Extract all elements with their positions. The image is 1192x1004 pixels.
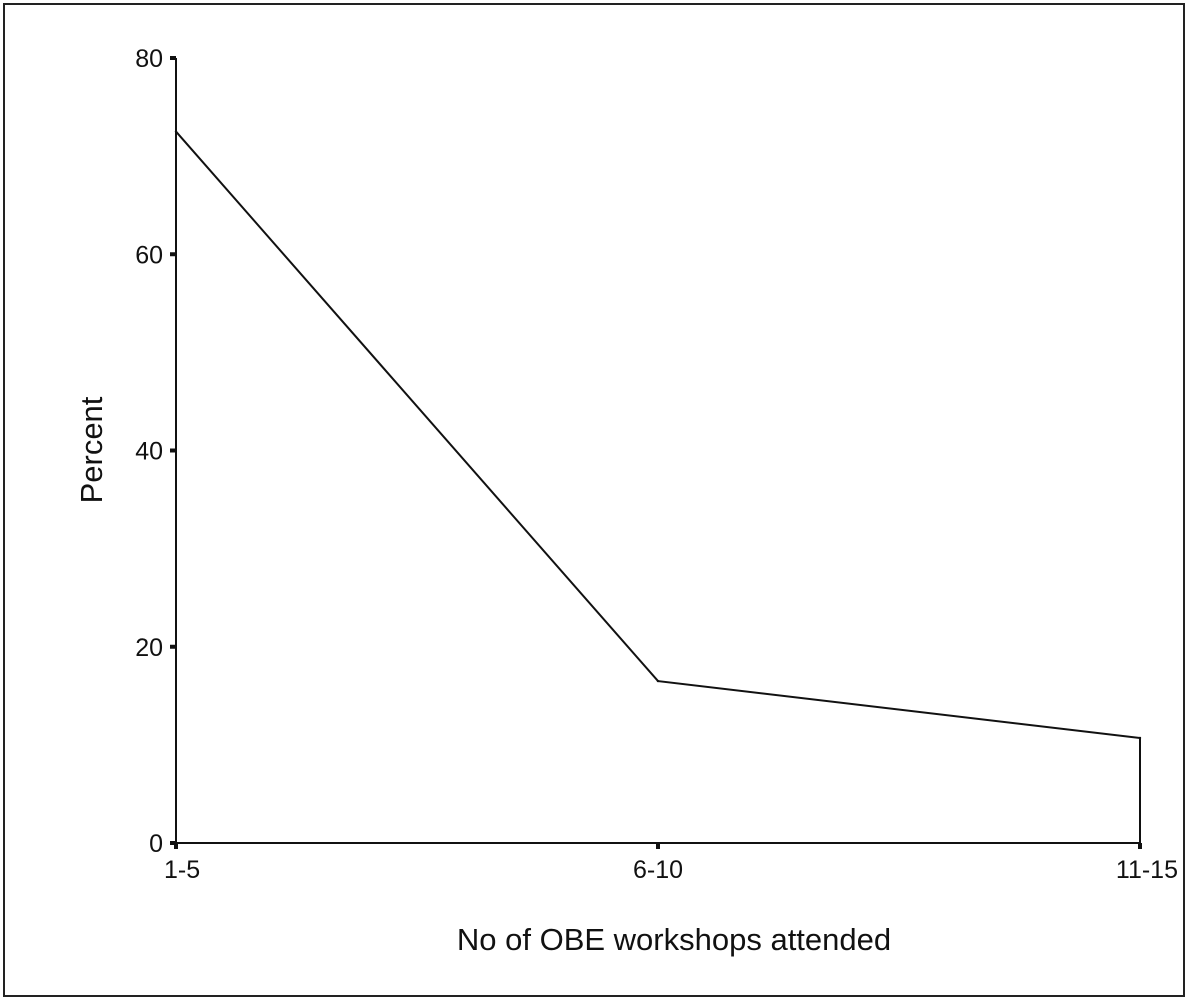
chart-frame [3,3,1185,997]
x-tick-label: 1-5 [164,856,200,884]
y-axis-title: Percent [74,396,109,503]
data-point [656,679,660,683]
series-layer [174,130,1142,843]
y-tick-label: 40 [135,438,163,466]
series-line [175,130,1141,843]
data-point [174,130,178,133]
y-tick-label: 60 [135,241,163,269]
y-tick-label: 0 [149,830,163,858]
x-tick-label: 6-10 [633,856,683,884]
x-axis-ticks: 1-5 6-10 11-15 [164,843,1178,884]
data-point [1138,736,1142,740]
x-axis-title: No of OBE workshops attended [457,922,891,957]
y-tick-label: 20 [135,634,163,662]
y-axis-ticks: 0 20 40 60 80 [135,45,176,858]
y-tick-label: 80 [135,45,163,73]
x-tick-label: 11-15 [1116,856,1178,884]
